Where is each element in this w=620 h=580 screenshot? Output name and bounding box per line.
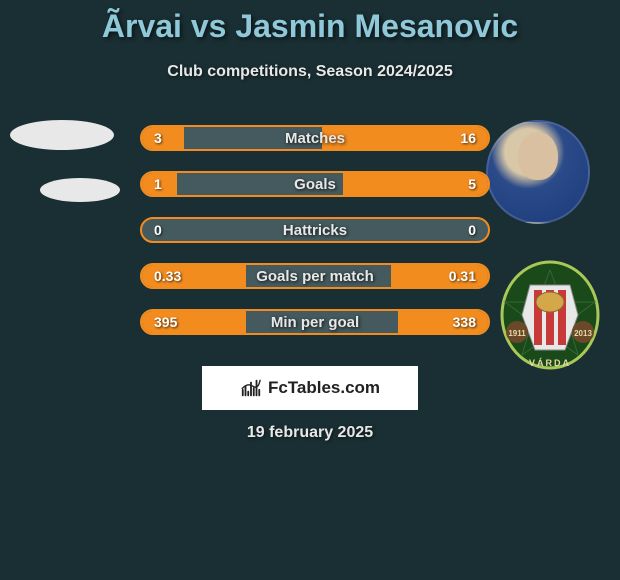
club-crest: 1911 2013 VÁRDA — [500, 260, 600, 370]
svg-text:VÁRDA: VÁRDA — [529, 358, 571, 368]
stat-row: 0Hattricks0 — [140, 217, 490, 243]
left-player-placeholder — [10, 120, 120, 230]
comparison-card: Ãrvai vs Jasmin Mesanovic Club competiti… — [0, 0, 620, 580]
stat-row: 1Goals5 — [140, 171, 490, 197]
stat-row: 3Matches16 — [140, 125, 490, 151]
placeholder-ellipse — [10, 120, 114, 150]
fctables-logo: FcTables.com — [202, 366, 418, 410]
stat-label: Min per goal — [142, 314, 488, 331]
stat-row: 395Min per goal338 — [140, 309, 490, 335]
svg-text:1911: 1911 — [508, 329, 526, 338]
stat-right-value: 5 — [468, 176, 476, 192]
placeholder-ellipse — [40, 178, 120, 202]
stat-right-value: 0.31 — [449, 268, 476, 284]
stat-bars: 3Matches16 1Goals5 0Hattricks0 0.33Goals pe… — [140, 125, 490, 355]
subtitle: Club competitions, Season 2024/2025 — [0, 63, 620, 81]
stat-label: Matches — [142, 130, 488, 147]
stat-right-value: 16 — [460, 130, 476, 146]
date-label: 19 february 2025 — [0, 424, 620, 442]
stat-label: Goals — [142, 176, 488, 193]
player-photo — [486, 120, 590, 224]
logo-text: FcTables.com — [268, 378, 380, 398]
stat-label: Goals per match — [142, 268, 488, 285]
stat-row: 0.33Goals per match0.31 — [140, 263, 490, 289]
page-title: Ãrvai vs Jasmin Mesanovic — [0, 0, 620, 45]
stat-right-value: 0 — [468, 222, 476, 238]
stat-right-value: 338 — [453, 314, 476, 330]
svg-text:2013: 2013 — [574, 329, 592, 338]
stat-label: Hattricks — [142, 222, 488, 239]
